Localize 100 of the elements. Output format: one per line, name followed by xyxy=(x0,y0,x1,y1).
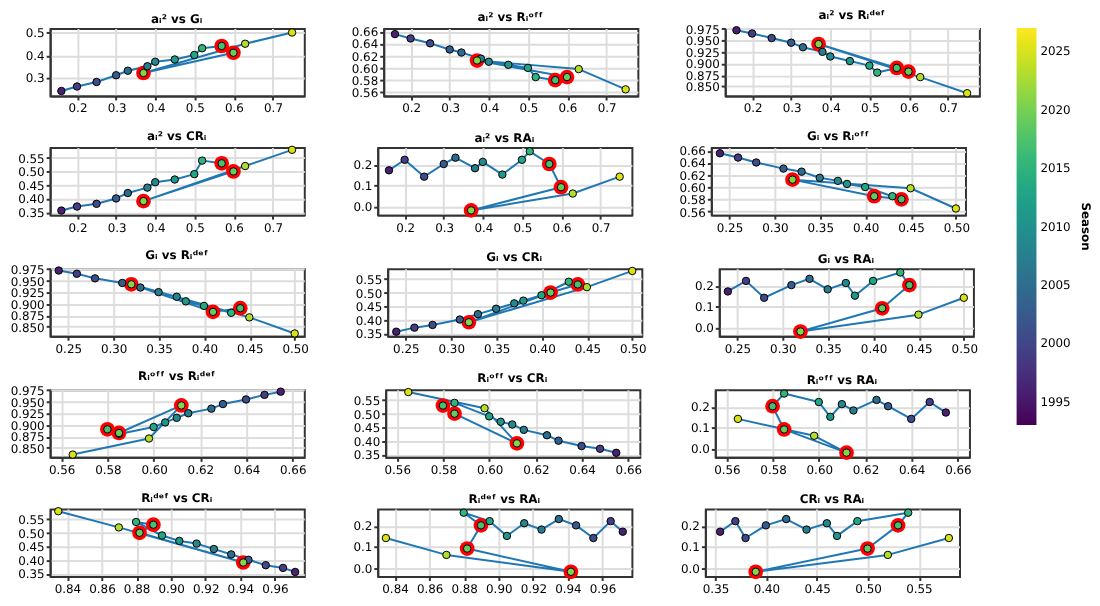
point xyxy=(519,296,528,305)
point xyxy=(114,523,124,532)
point xyxy=(226,550,236,559)
point xyxy=(381,533,391,543)
point xyxy=(226,308,236,317)
point xyxy=(136,283,145,292)
point xyxy=(172,292,181,301)
point xyxy=(868,276,878,286)
point xyxy=(823,285,832,294)
point xyxy=(290,329,299,338)
point xyxy=(485,516,494,526)
point xyxy=(287,145,297,155)
point xyxy=(450,398,459,408)
point xyxy=(123,188,133,198)
point xyxy=(144,434,154,443)
point xyxy=(404,387,413,397)
point xyxy=(508,420,517,429)
point xyxy=(520,519,529,528)
point xyxy=(786,38,796,47)
point xyxy=(906,184,915,193)
point xyxy=(72,202,82,211)
point xyxy=(606,516,615,526)
point xyxy=(837,399,847,409)
point xyxy=(150,57,160,66)
point xyxy=(779,164,788,173)
point xyxy=(761,521,771,530)
point xyxy=(57,86,66,96)
point xyxy=(197,156,207,165)
point xyxy=(154,287,163,297)
point xyxy=(184,409,193,418)
point xyxy=(143,62,152,71)
point xyxy=(568,189,577,198)
point xyxy=(903,508,913,517)
point xyxy=(199,301,209,311)
point xyxy=(723,287,733,296)
point xyxy=(123,66,133,75)
point xyxy=(873,68,882,77)
point xyxy=(531,72,540,82)
point xyxy=(197,44,207,53)
point xyxy=(732,26,741,35)
point xyxy=(207,404,216,413)
point xyxy=(478,157,488,167)
point xyxy=(276,387,285,396)
point xyxy=(92,77,101,87)
point xyxy=(731,516,740,526)
point xyxy=(181,297,191,306)
point xyxy=(916,72,925,82)
point xyxy=(612,448,621,458)
point xyxy=(618,527,627,536)
point xyxy=(190,50,199,60)
point xyxy=(818,47,827,57)
point xyxy=(410,323,419,332)
point xyxy=(944,533,954,543)
point xyxy=(290,567,300,577)
point xyxy=(496,417,505,426)
point xyxy=(787,280,796,290)
point xyxy=(715,527,725,536)
point xyxy=(814,397,823,407)
point xyxy=(428,320,437,330)
point xyxy=(470,164,480,173)
point xyxy=(54,506,63,516)
point xyxy=(537,525,546,534)
point xyxy=(747,29,757,38)
point xyxy=(111,194,121,203)
point xyxy=(480,404,489,413)
point xyxy=(131,517,141,527)
point xyxy=(741,533,750,543)
point xyxy=(628,266,637,276)
point xyxy=(278,563,288,573)
point xyxy=(451,153,460,162)
point xyxy=(150,178,160,187)
point xyxy=(240,39,250,48)
point xyxy=(741,276,751,286)
point xyxy=(245,313,254,322)
point xyxy=(589,533,598,543)
point xyxy=(621,85,630,94)
point xyxy=(815,173,824,183)
point xyxy=(906,414,916,424)
point xyxy=(850,291,860,300)
point xyxy=(715,149,725,158)
point xyxy=(149,422,158,432)
point xyxy=(92,199,101,209)
point xyxy=(759,293,769,302)
point xyxy=(111,71,121,80)
point xyxy=(582,282,592,292)
point xyxy=(941,408,951,417)
point xyxy=(209,544,219,554)
point xyxy=(523,63,533,73)
point xyxy=(525,147,534,156)
point xyxy=(883,550,893,560)
point xyxy=(175,536,184,546)
point xyxy=(491,304,501,313)
point xyxy=(752,158,761,167)
point xyxy=(845,56,855,66)
point xyxy=(90,274,100,283)
point xyxy=(218,399,228,409)
point xyxy=(517,155,527,164)
point xyxy=(914,310,923,319)
point xyxy=(883,402,893,411)
point xyxy=(425,39,435,48)
